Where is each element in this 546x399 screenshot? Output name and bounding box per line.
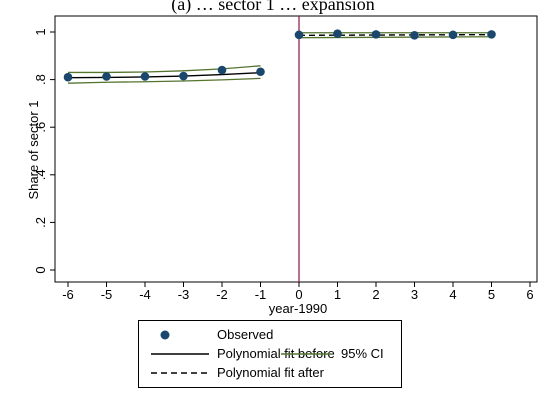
observed-point [102,72,111,81]
legend-item-fit-before: Polynomial fit before [149,346,335,361]
legend-label-ci: 95% CI [341,346,384,361]
observed-point [217,65,227,75]
legend-label-fit-before: Polynomial fit before [217,346,335,361]
observed-point [140,72,150,81]
x-tick-label: -3 [178,287,190,302]
ci-before-lower-line [67,77,261,84]
x-tick-label: 6 [526,287,533,302]
legend-item-observed: Observed [149,327,273,342]
legend-item-ci: 95% CI [279,346,384,361]
x-tick-label: -5 [101,287,113,302]
legend-item-fit-after: Polynomial fit after [149,365,324,380]
x-tick-label: -1 [255,287,267,302]
x-axis-label: year-1990 [269,301,328,316]
x-tick-label: 5 [488,287,495,302]
y-tick-label: 0 [33,266,48,273]
legend-line-fit-before [149,347,211,361]
observed-point [63,72,73,82]
ci-before-upper-line [68,65,261,74]
x-tick-label: 0 [295,287,302,302]
x-tick-label: -2 [216,287,228,302]
ci-after-lower-line [298,36,492,39]
y-tick-label: .8 [33,74,48,85]
x-tick-label: 1 [334,287,341,302]
y-tick-label: .6 [33,122,48,133]
plot-frame [54,15,538,283]
observed-point [333,29,342,38]
observed-point [256,67,265,77]
observed-point [410,31,419,40]
observed-point [294,30,304,40]
observed-point [371,30,381,39]
legend-marker-observed [149,328,211,342]
y-axis-label: Share of sector 1 [26,101,41,200]
observed-point [179,71,188,81]
x-tick-label: 4 [449,287,456,302]
legend-line-fit-after [149,366,211,380]
x-tick-label: 2 [372,287,379,302]
x-tick-label: -4 [139,287,151,302]
legend: Observed Polynomial fit before 95% CI Po… [138,320,402,388]
y-tick-label: 1 [33,28,48,35]
y-tick-label: .4 [33,169,48,180]
plot-area: 0 .2 .4 .6 .8 1 -6 -5 -4 -3 -2 -1 0 1 2 3 4 5 6 [33,15,538,302]
legend-label-fit-after: Polynomial fit after [217,365,324,380]
observed-point [487,30,496,39]
legend-line-ci [279,347,335,361]
x-tick-label: -6 [62,287,74,302]
y-tick-label: .2 [33,217,48,228]
fit-after-line [298,33,492,37]
x-tick-label: 3 [411,287,418,302]
chart-title: (a) … sector 1 … expansion [171,0,374,15]
legend-label-observed: Observed [217,327,274,342]
observed-point [448,30,458,40]
fit-before-line [67,71,261,79]
